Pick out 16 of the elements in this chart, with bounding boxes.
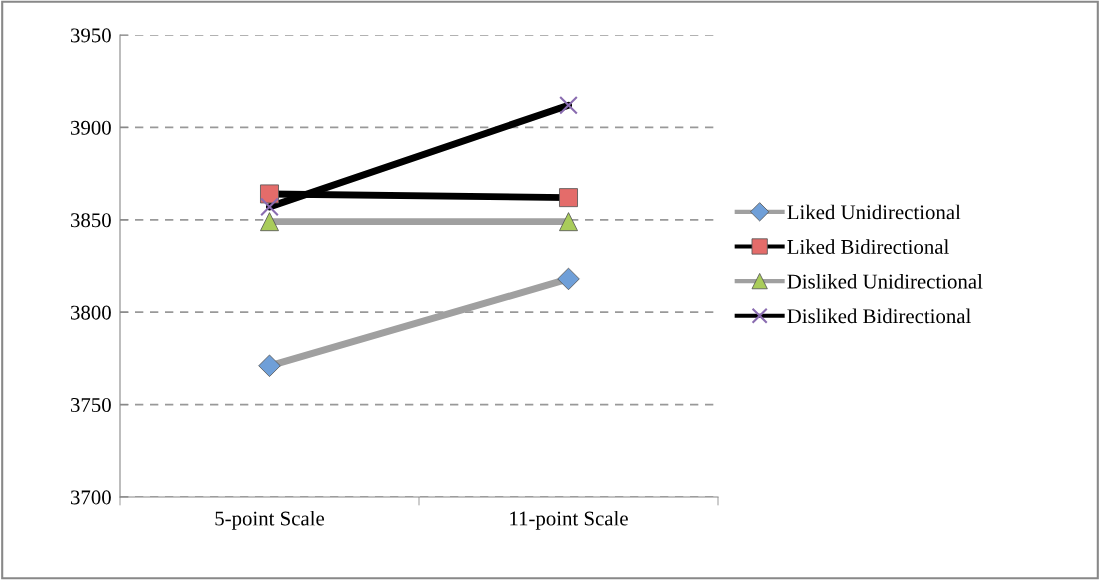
- point: [258, 354, 281, 378]
- x-tick-label: 11-point Scale: [510, 510, 628, 530]
- point: [559, 188, 578, 208]
- legend-label: Disliked Unidirectional: [787, 273, 983, 289]
- x-tick-label: 5-point Scale: [215, 510, 325, 530]
- y-tick-label: 3950: [71, 28, 111, 43]
- y-tick-label: 3900: [71, 120, 111, 135]
- y-tick-label: 3700: [71, 490, 111, 505]
- y-tick-label: 3750: [71, 397, 111, 413]
- legend-label: Liked Bidirectional: [787, 239, 949, 254]
- y-tick-label: 3850: [71, 213, 111, 228]
- legend-label: Disliked Bidirectional: [787, 308, 971, 324]
- point: [260, 197, 279, 217]
- point: [559, 95, 578, 115]
- y-tick-label: 3800: [71, 305, 111, 320]
- legend-label: Liked Unidirectional: [787, 204, 961, 220]
